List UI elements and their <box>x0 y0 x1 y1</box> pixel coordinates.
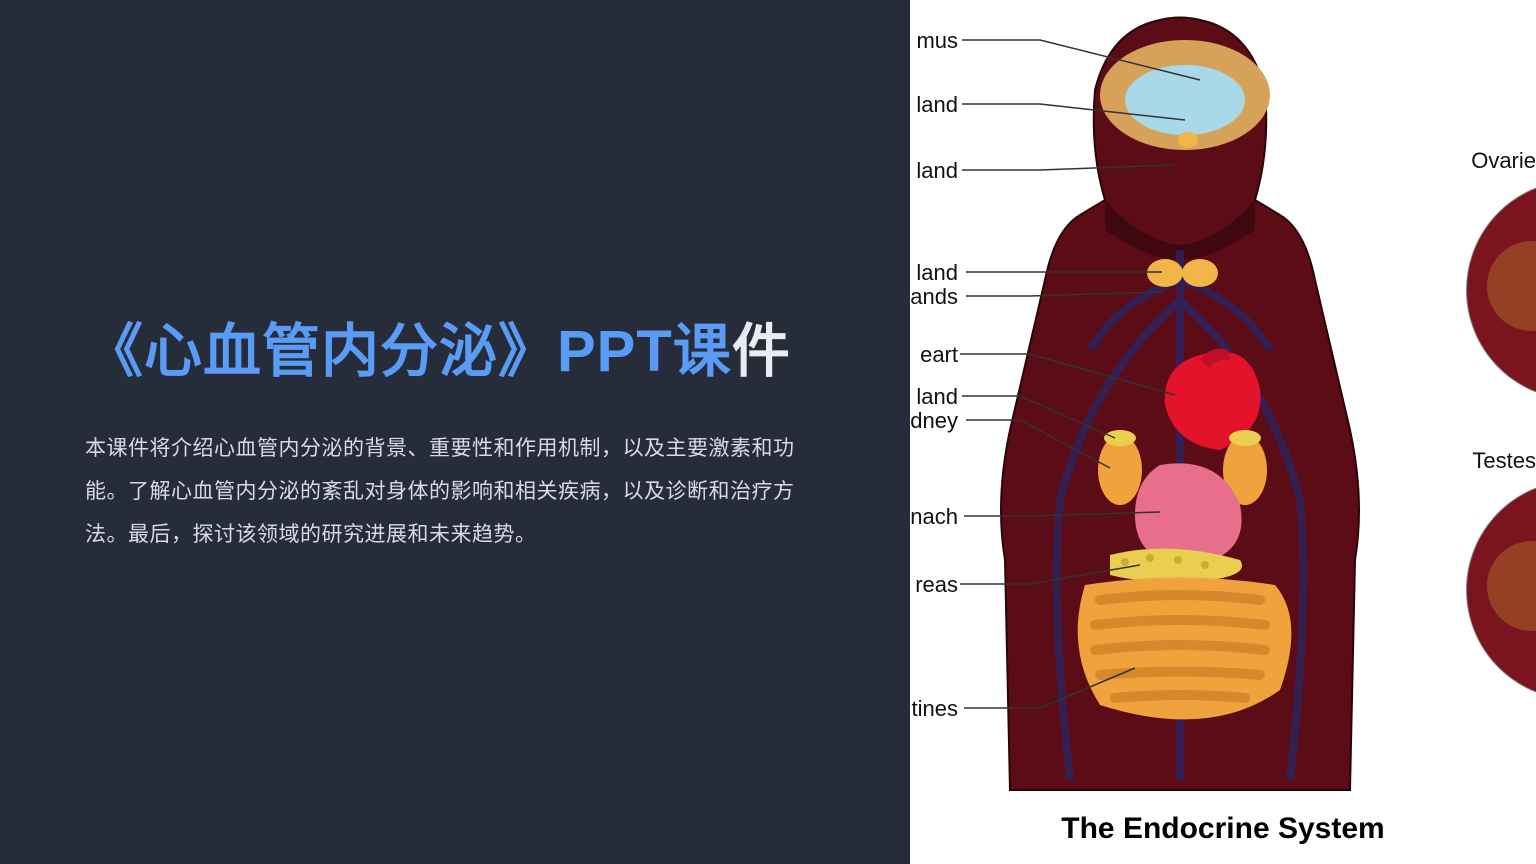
label-land3: land <box>910 260 958 286</box>
endocrine-diagram <box>910 0 1536 864</box>
label-nach: nach <box>910 504 958 530</box>
label-tines: tines <box>910 696 958 722</box>
label-testes: Testes <box>1472 448 1536 474</box>
label-eart: eart <box>910 342 958 368</box>
intestine-icon <box>1078 578 1292 720</box>
label-reas: reas <box>910 572 958 598</box>
label-land1: land <box>910 92 958 118</box>
text-panel: 《心血管内分泌》PPT课件 本课件将介绍心血管内分泌的背景、重要性和作用机制，以… <box>0 0 910 864</box>
label-land2: land <box>910 158 958 184</box>
label-mus: mus <box>910 28 958 54</box>
title-accent: 《心血管内分泌》PPT课 <box>85 319 732 384</box>
label-dney: dney <box>910 408 958 434</box>
slide: 《心血管内分泌》PPT课件 本课件将介绍心血管内分泌的背景、重要性和作用机制，以… <box>0 0 1536 864</box>
diagram-caption: The Endocrine System <box>910 812 1536 846</box>
title-plain: 件 <box>732 319 791 384</box>
label-ands: ands <box>910 284 958 310</box>
slide-description: 本课件将介绍心血管内分泌的背景、重要性和作用机制，以及主要激素和功能。了解心血管… <box>85 427 830 556</box>
label-ovarie: Ovarie <box>1471 148 1536 174</box>
label-land4: land <box>910 384 958 410</box>
diagram-panel: muslandlandlandandseartlanddneynachreast… <box>910 0 1536 864</box>
slide-title: 《心血管内分泌》PPT课件 <box>85 307 830 397</box>
brain-icon <box>1100 40 1270 150</box>
